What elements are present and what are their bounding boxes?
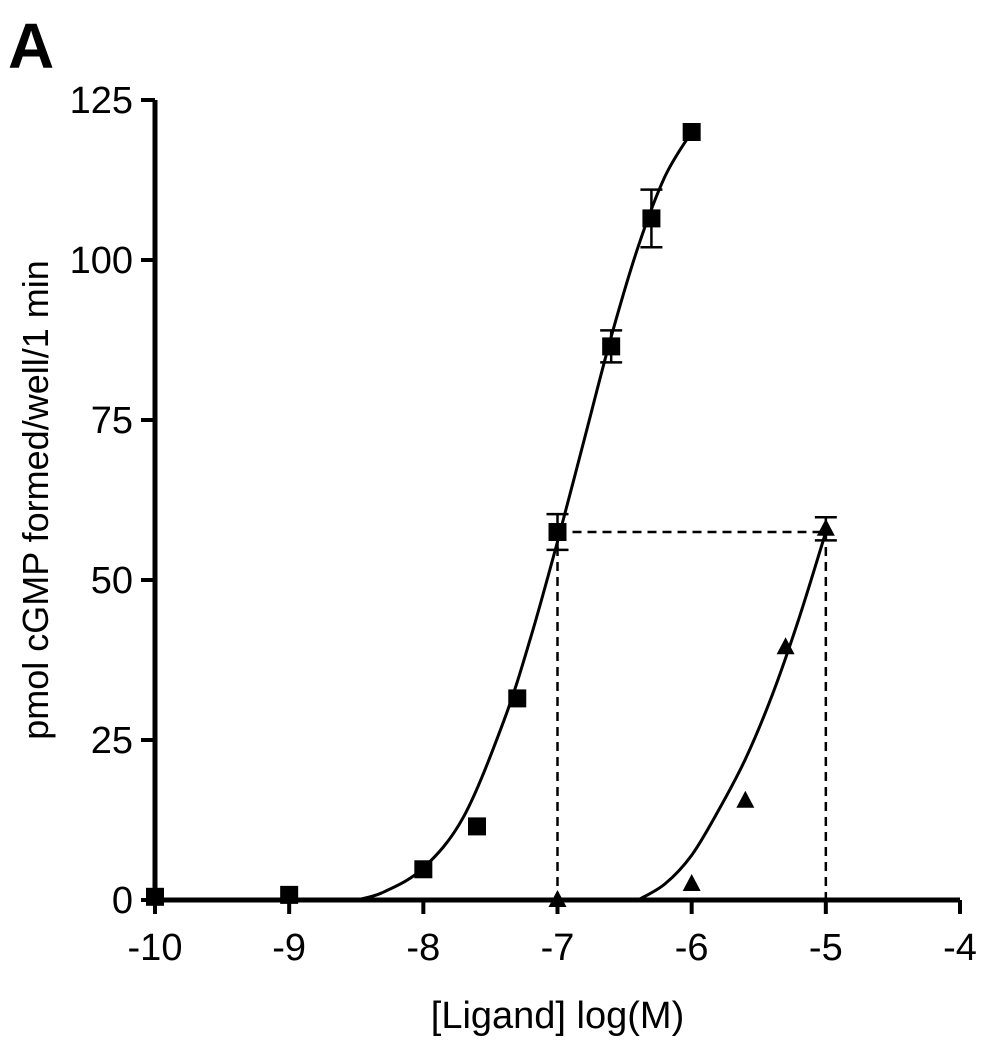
square-marker [414,860,433,879]
square-marker [548,523,567,541]
x-ticks: -10 -9 -8 -7 -6 -5 -4 [128,900,977,969]
square-marker [468,817,486,836]
triangle-marker [776,637,795,655]
y-tick-label: 50 [91,560,133,602]
y-tick-label: 100 [70,240,133,282]
x-tick-label: -6 [675,927,709,969]
y-ticks: 0 25 50 75 100 125 [70,80,155,922]
triangle-marker [816,518,835,536]
axes [152,100,960,903]
x-axis-label: [Ligand] log(M) [431,995,684,1037]
x-tick-label: -9 [272,927,306,969]
fit-curves [355,131,828,902]
triangle-marker [548,890,567,907]
y-tick-label: 75 [91,400,133,442]
square-marker [146,887,164,906]
reference-lines [556,530,828,900]
triangle-marker [736,790,755,808]
square-marker [508,689,527,708]
x-tick-label: -10 [128,927,183,969]
square-marker [602,337,621,356]
panel-label: A [8,10,54,82]
data-markers [146,123,837,907]
y-tick-label: 0 [112,880,133,922]
square-marker [642,209,661,228]
x-tick-label: -5 [809,927,843,969]
x-tick-label: -8 [406,927,440,969]
y-tick-label: 25 [91,720,133,762]
x-tick-label: -4 [943,927,977,969]
triangle-marker [682,874,701,891]
square-marker [280,885,299,904]
square-marker [682,123,701,141]
fit-curve-2 [637,531,828,902]
y-tick-label: 125 [70,80,133,122]
y-axis-label: pmol cGMP formed/well/1 min [15,260,56,739]
x-tick-label: -7 [541,927,575,969]
